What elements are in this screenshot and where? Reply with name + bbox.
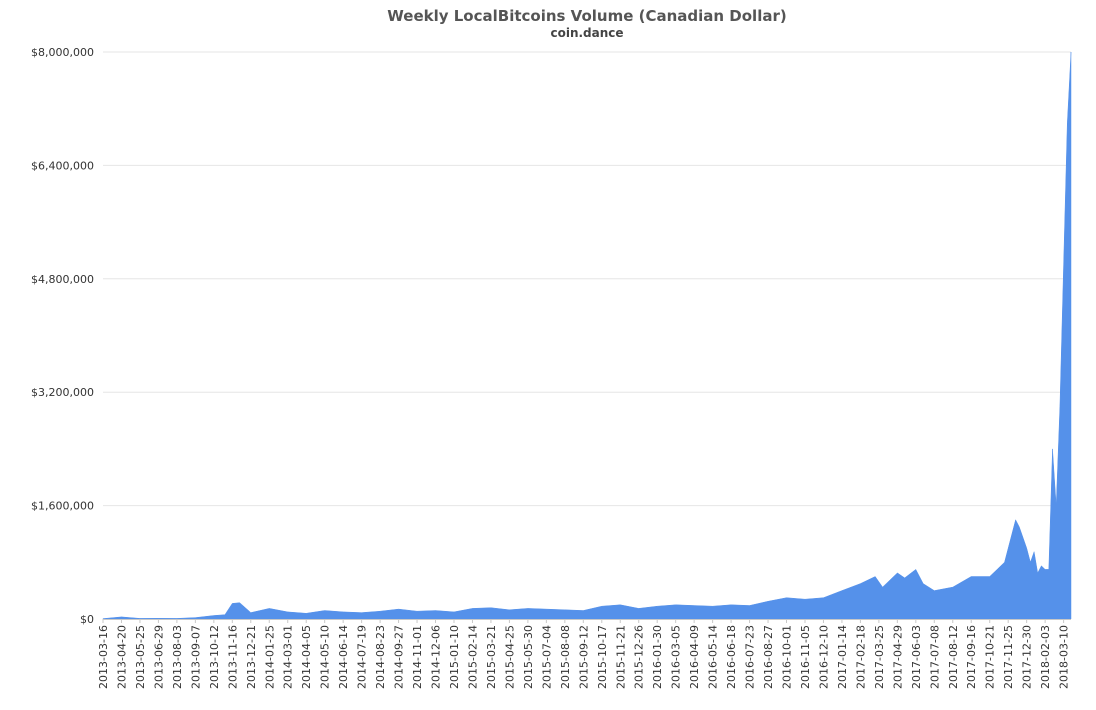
x-axis-ticks: 2013-03-16 2013-04-20 2013-05-25 2013-06-29… xyxy=(97,619,1071,689)
x-tick-label: 2015-07-04 xyxy=(540,625,553,689)
x-tick-label: 2015-04-25 xyxy=(503,625,516,689)
volume-area xyxy=(102,51,1072,620)
x-tick-label: 2016-07-23 xyxy=(744,625,757,689)
x-tick-label: 2014-11-01 xyxy=(411,625,424,689)
x-tick-label: 2015-12-26 xyxy=(633,625,646,689)
x-tick-label: 2016-10-01 xyxy=(781,625,794,689)
x-tick-label: 2016-05-14 xyxy=(707,625,720,689)
x-tick-label: 2013-11-16 xyxy=(226,625,239,689)
x-tick-label: 2015-01-10 xyxy=(448,625,461,689)
x-tick-label: 2015-02-14 xyxy=(467,625,480,689)
x-tick-label: 2013-10-12 xyxy=(208,625,221,689)
x-tick-label: 2013-05-25 xyxy=(134,625,147,689)
x-tick-label: 2014-09-27 xyxy=(393,625,406,689)
x-tick-label: 2017-09-16 xyxy=(965,625,978,689)
x-tick-label: 2014-12-06 xyxy=(430,625,443,689)
x-tick-label: 2014-06-14 xyxy=(337,625,350,689)
x-tick-label: 2016-04-09 xyxy=(688,625,701,689)
x-tick-label: 2013-08-03 xyxy=(171,625,184,689)
x-tick-label: 2014-07-19 xyxy=(356,625,369,689)
x-tick-label: 2017-03-25 xyxy=(873,625,886,689)
x-tick-label: 2017-12-30 xyxy=(1021,625,1034,689)
y-tick-label: $6,400,000 xyxy=(31,159,94,172)
x-tick-label: 2015-05-30 xyxy=(522,625,535,689)
x-tick-label: 2016-11-05 xyxy=(799,625,812,689)
x-tick-label: 2015-11-21 xyxy=(614,625,627,689)
x-tick-label: 2017-02-18 xyxy=(854,625,867,689)
x-tick-label: 2016-08-27 xyxy=(762,625,775,689)
x-tick-label: 2014-08-23 xyxy=(374,625,387,689)
x-tick-label: 2017-10-21 xyxy=(984,625,997,689)
x-tick-label: 2015-10-17 xyxy=(596,625,609,689)
y-tick-label: $0 xyxy=(80,613,94,626)
chart-title: Weekly LocalBitcoins Volume (Canadian Do… xyxy=(387,7,787,25)
y-tick-label: $1,600,000 xyxy=(31,500,94,513)
x-tick-label: 2013-06-29 xyxy=(152,625,165,689)
y-tick-label: $4,800,000 xyxy=(31,273,94,286)
x-tick-label: 2013-03-16 xyxy=(97,625,110,689)
x-tick-label: 2013-12-21 xyxy=(245,625,258,689)
x-tick-label: 2016-06-18 xyxy=(725,625,738,689)
y-axis-ticks: $0 $1,600,000 $3,200,000 $4,800,000 $6,400,0… xyxy=(31,46,94,626)
x-tick-label: 2016-03-05 xyxy=(670,625,683,689)
x-tick-label: 2017-07-08 xyxy=(928,625,941,689)
x-tick-label: 2015-08-08 xyxy=(559,625,572,689)
x-tick-label: 2017-11-25 xyxy=(1002,625,1015,689)
x-tick-label: 2017-08-12 xyxy=(947,625,960,689)
y-tick-label: $3,200,000 xyxy=(31,386,94,399)
x-tick-label: 2014-01-25 xyxy=(263,625,276,689)
x-tick-label: 2017-04-29 xyxy=(891,625,904,689)
x-tick-label: 2013-04-20 xyxy=(116,625,129,689)
x-tick-label: 2016-12-10 xyxy=(818,625,831,689)
x-tick-label: 2015-03-21 xyxy=(485,625,498,689)
x-tick-label: 2013-09-07 xyxy=(189,625,202,689)
chart-subtitle: coin.dance xyxy=(550,26,624,40)
x-tick-label: 2018-02-03 xyxy=(1039,625,1052,689)
x-tick-label: 2016-01-30 xyxy=(651,625,664,689)
gridlines xyxy=(103,51,1071,620)
x-tick-label: 2015-09-12 xyxy=(577,625,590,689)
x-tick-label: 2017-01-14 xyxy=(836,625,849,689)
x-tick-label: 2014-05-10 xyxy=(319,625,332,689)
x-tick-label: 2014-03-01 xyxy=(282,625,295,689)
x-tick-label: 2014-04-05 xyxy=(300,625,313,689)
y-tick-label: $8,000,000 xyxy=(31,46,94,59)
x-tick-label: 2018-03-10 xyxy=(1058,625,1071,689)
x-tick-label: 2017-06-03 xyxy=(910,625,923,689)
